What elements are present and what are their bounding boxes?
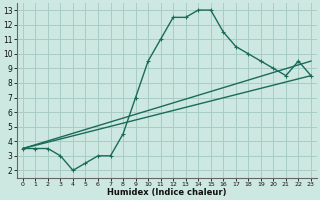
X-axis label: Humidex (Indice chaleur): Humidex (Indice chaleur) [107,188,227,197]
